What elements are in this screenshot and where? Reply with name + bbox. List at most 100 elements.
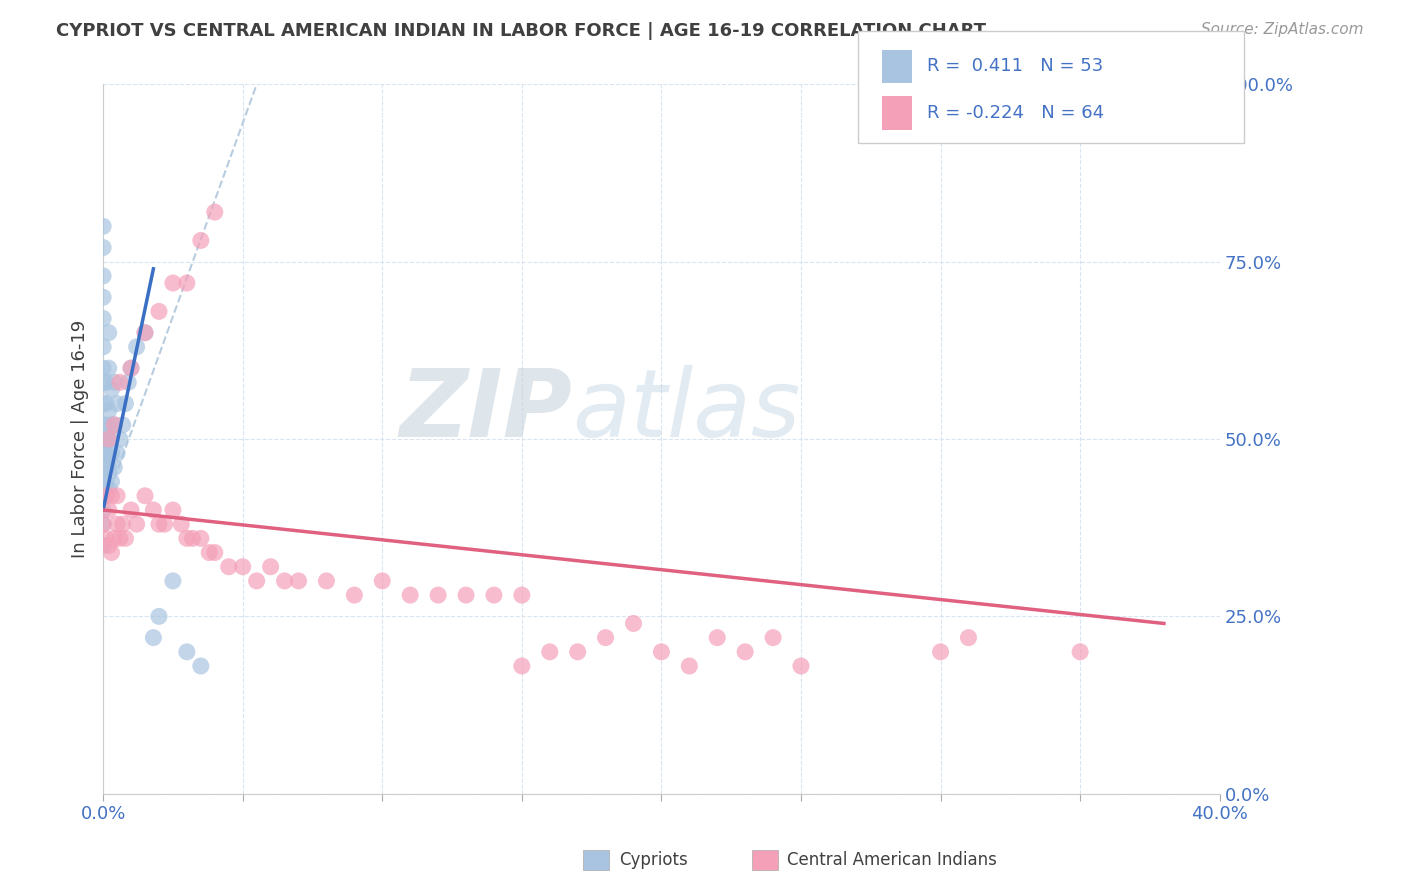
Point [1069,645,1091,659]
Point [91,340,114,354]
Point [97,538,120,552]
Point [100,383,122,397]
Point [94,475,117,489]
Point [97,403,120,417]
Point [162,574,184,588]
Point [148,517,170,532]
Point [91,361,114,376]
Point [100,446,122,460]
Point [204,205,226,219]
Point [108,432,131,446]
Point [957,631,980,645]
Point [91,489,114,503]
Point [134,326,156,340]
Point [162,503,184,517]
Point [100,489,122,503]
Point [190,532,212,546]
Point [790,659,813,673]
Point [91,219,114,234]
Point [91,268,114,283]
Point [117,376,139,390]
Point [108,532,131,546]
Point [91,538,114,552]
Point [287,574,309,588]
Point [94,396,117,410]
Point [97,361,120,376]
Text: R = -0.224   N = 64: R = -0.224 N = 64 [927,103,1104,121]
Point [91,432,114,446]
Point [734,645,756,659]
Point [246,574,269,588]
Point [105,446,128,460]
Point [91,311,114,326]
Point [567,645,589,659]
Point [218,559,240,574]
Point [105,517,128,532]
Point [114,396,136,410]
Point [125,340,148,354]
Text: CYPRIOT VS CENTRAL AMERICAN INDIAN IN LABOR FORCE | AGE 16-19 CORRELATION CHART: CYPRIOT VS CENTRAL AMERICAN INDIAN IN LA… [56,22,986,40]
Point [91,453,114,467]
Point [142,631,165,645]
Point [91,290,114,304]
Point [94,489,117,503]
Point [103,417,125,432]
Point [111,517,134,532]
Point [148,609,170,624]
Point [315,574,337,588]
Point [190,659,212,673]
Point [91,396,114,410]
Point [97,503,120,517]
Point [399,588,422,602]
Point [259,559,281,574]
Point [114,532,136,546]
Point [94,489,117,503]
Point [91,517,114,532]
Point [111,417,134,432]
Point [343,588,366,602]
Point [97,432,120,446]
Point [91,376,114,390]
Point [510,588,533,602]
Point [176,276,198,290]
Point [190,234,212,248]
Point [162,276,184,290]
Point [176,532,198,546]
Point [91,446,114,460]
Point [105,396,128,410]
Point [650,645,672,659]
Point [97,482,120,496]
Point [91,241,114,255]
Point [120,361,142,376]
Text: R =  0.411   N = 53: R = 0.411 N = 53 [927,57,1102,76]
Point [100,545,122,559]
Point [204,545,226,559]
Point [108,376,131,390]
Point [97,460,120,475]
Point [103,460,125,475]
Point [706,631,728,645]
Point [120,361,142,376]
Point [94,446,117,460]
Point [103,376,125,390]
Point [142,503,165,517]
Point [371,574,394,588]
Point [170,517,193,532]
Text: ZIP: ZIP [399,365,572,457]
Point [94,432,117,446]
Text: Cypriots: Cypriots [619,851,688,869]
Text: Source: ZipAtlas.com: Source: ZipAtlas.com [1201,22,1364,37]
Point [153,517,176,532]
Point [91,467,114,482]
Point [623,616,645,631]
Point [232,559,254,574]
Point [105,489,128,503]
Point [91,417,114,432]
Point [91,517,114,532]
Point [94,532,117,546]
Point [97,432,120,446]
Point [427,588,450,602]
Point [198,545,221,559]
Point [762,631,785,645]
Point [929,645,952,659]
